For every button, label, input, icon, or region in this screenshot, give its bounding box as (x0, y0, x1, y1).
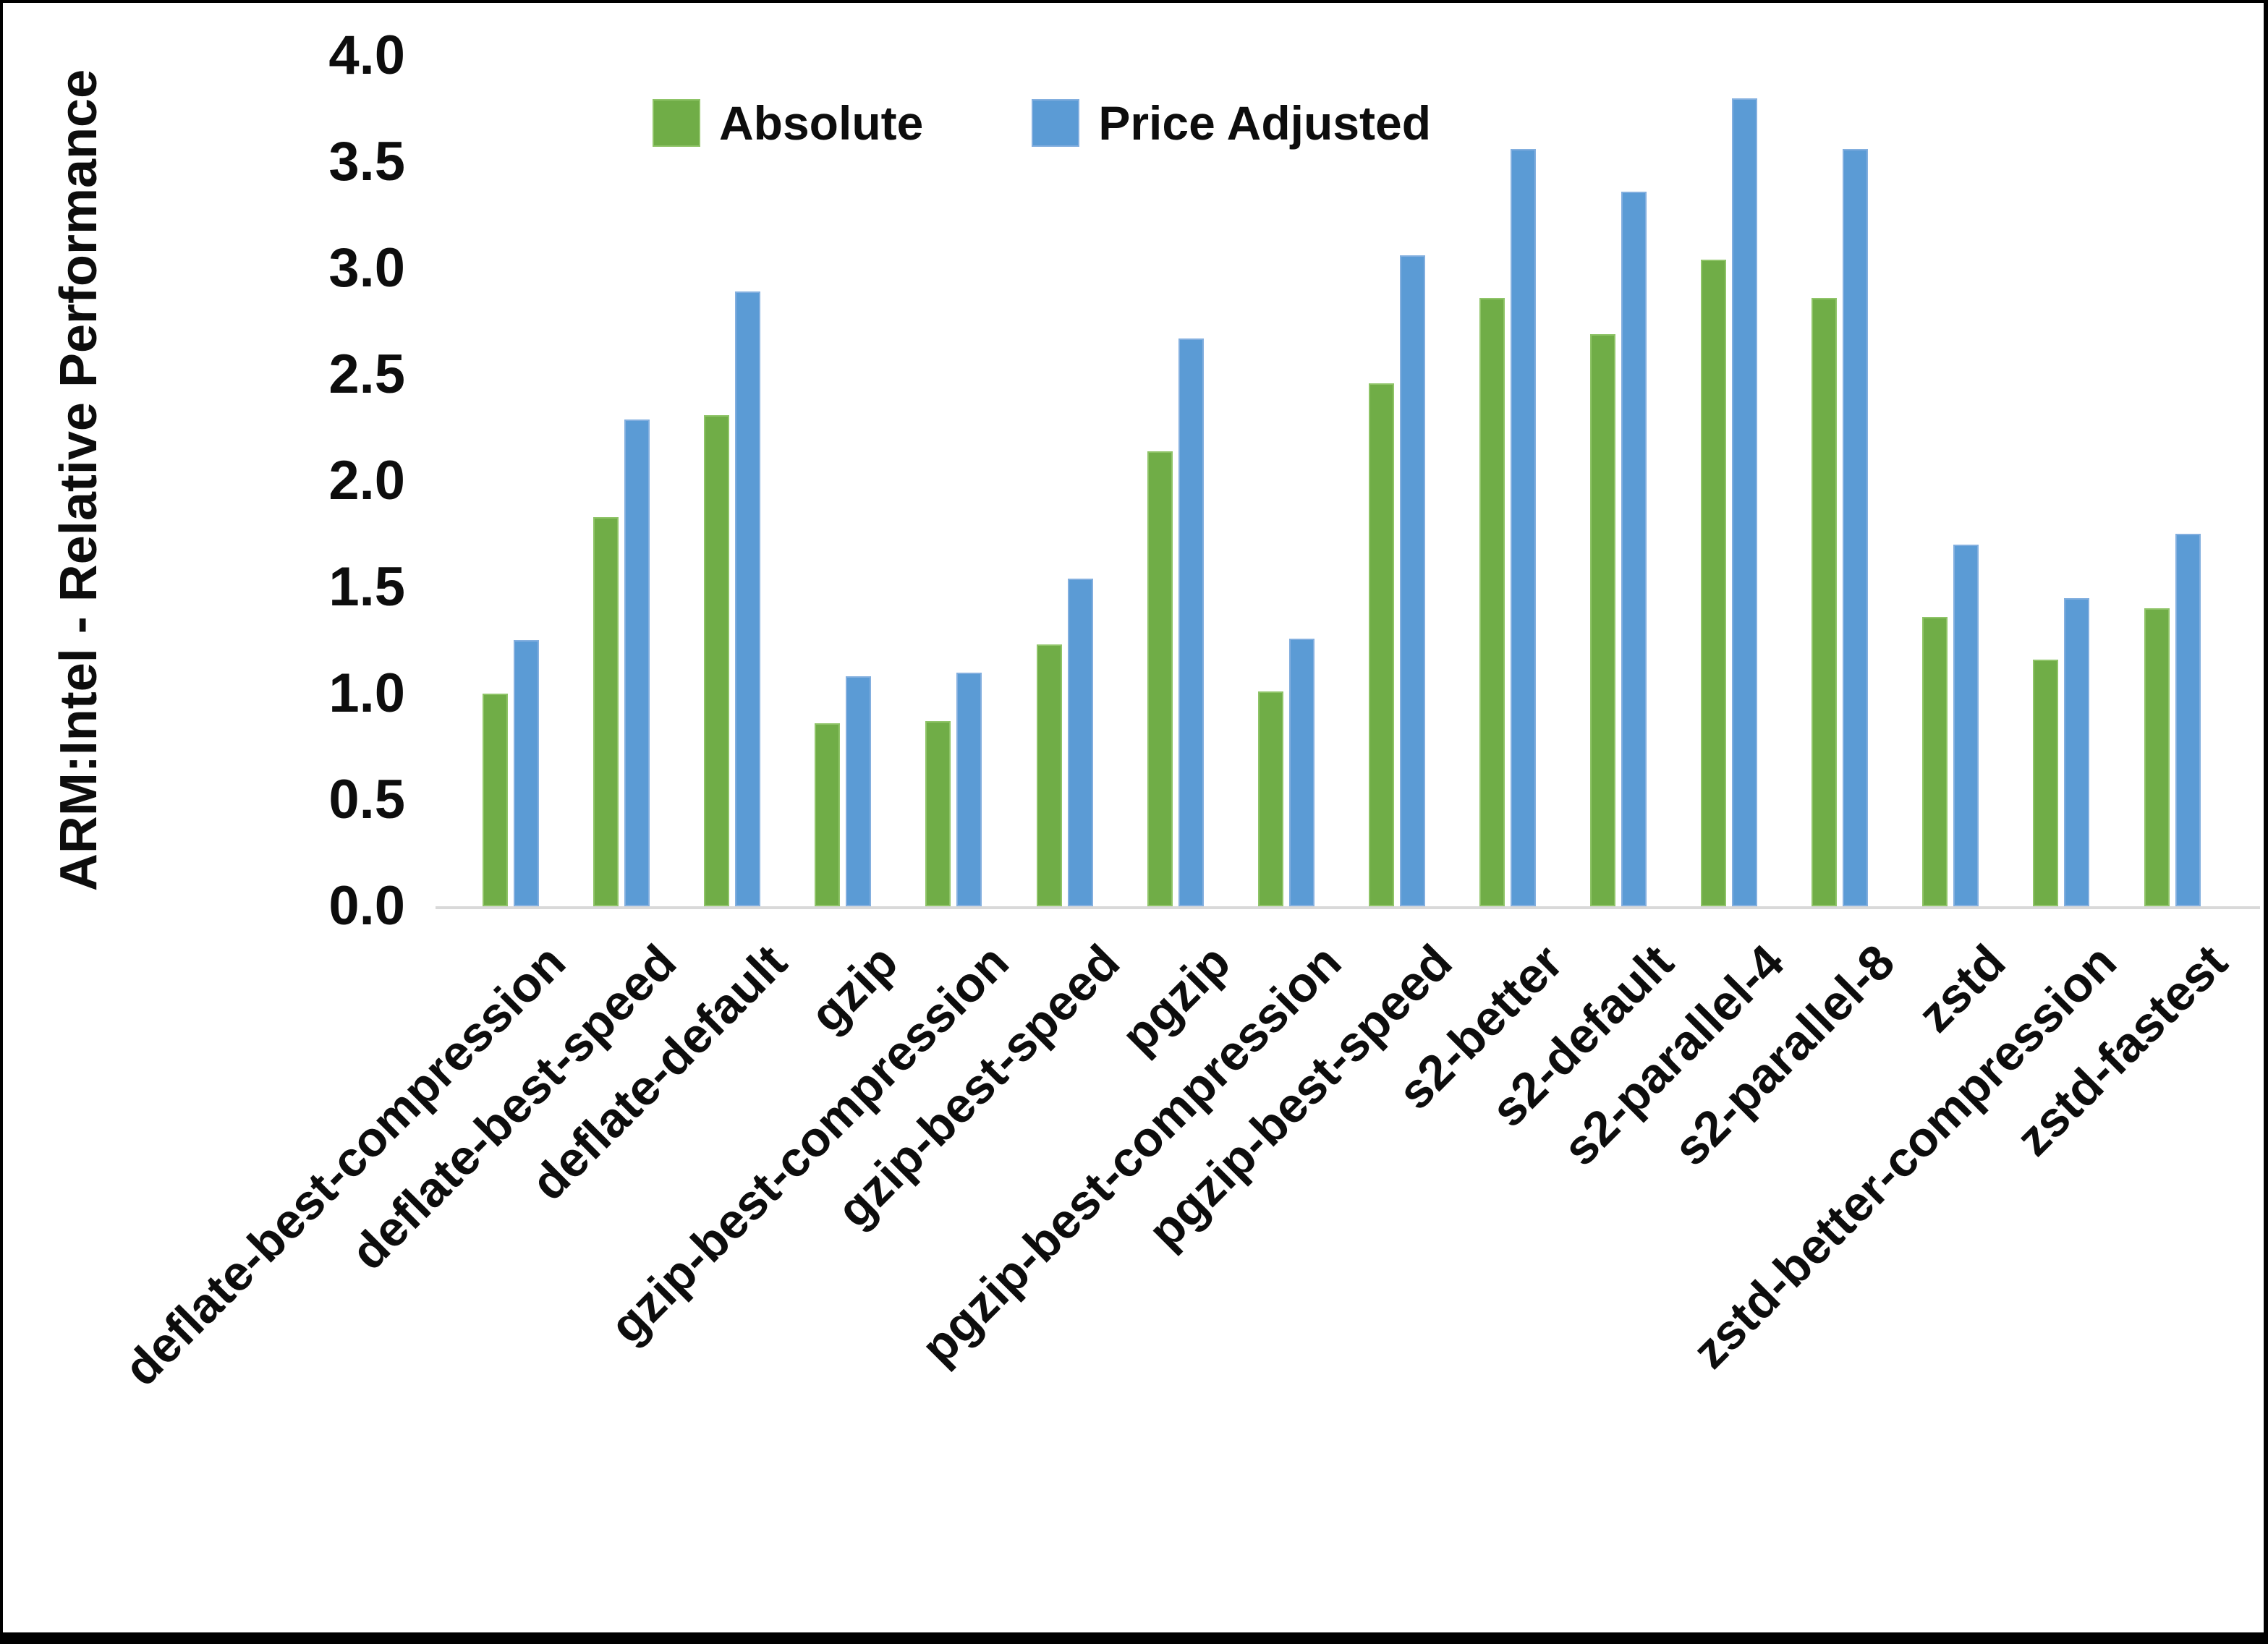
bar-price-adjusted-zstd (1953, 545, 1979, 906)
bar-absolute-s2-parallel-8 (1812, 298, 1838, 906)
bar-price-adjusted-gzip-best-speed (1067, 579, 1093, 906)
bar-price-adjusted-zstd-better-compression (2064, 598, 2090, 906)
bar-absolute-gzip-best-compression (925, 721, 951, 906)
legend-item-absolute: Absolute (653, 95, 923, 150)
legend-label-absolute: Absolute (719, 96, 924, 150)
bar-price-adjusted-s2-parallel-4 (1732, 98, 1758, 906)
y-tick-label-0.5: 0.5 (328, 769, 405, 830)
legend: Absolute Price Adjusted (653, 95, 1431, 150)
bar-absolute-deflate-best-compression (483, 694, 508, 906)
plot-area (456, 56, 2260, 906)
bar-absolute-gzip (815, 723, 841, 906)
bar-absolute-gzip-best-speed (1036, 644, 1062, 906)
y-tick-label-2.5: 2.5 (328, 344, 405, 405)
bar-price-adjusted-deflate-default (735, 291, 761, 906)
x-axis-line (436, 906, 2260, 909)
y-tick-label-2.0: 2.0 (328, 450, 405, 511)
bar-absolute-zstd (1922, 617, 1948, 906)
bar-price-adjusted-pgzip (1178, 338, 1204, 906)
y-tick-label-3.5: 3.5 (328, 131, 405, 192)
legend-label-price-adjusted: Price Adjusted (1098, 96, 1432, 150)
bar-price-adjusted-deflate-best-compression (514, 640, 539, 906)
bar-absolute-s2-default (1590, 334, 1615, 906)
y-tick-label-1.0: 1.0 (328, 663, 405, 724)
x-category-label-deflate-best-compression: deflate-best-compression (114, 934, 577, 1397)
bar-price-adjusted-pgzip-best-speed (1399, 255, 1425, 906)
bar-price-adjusted-s2-default (1621, 192, 1647, 906)
bar-price-adjusted-pgzip-best-compression (1288, 639, 1314, 906)
legend-swatch-price-adjusted (1032, 99, 1080, 147)
bar-price-adjusted-deflate-best-speed (624, 419, 650, 906)
bar-price-adjusted-zstd-fastest (2175, 534, 2201, 906)
y-tick-label-0.0: 0.0 (328, 875, 405, 937)
bar-absolute-pgzip-best-compression (1257, 691, 1283, 906)
bar-price-adjusted-gzip (846, 676, 872, 906)
bar-absolute-deflate-best-speed (593, 517, 619, 906)
bar-absolute-pgzip-best-speed (1368, 383, 1394, 906)
legend-swatch-absolute (653, 99, 700, 147)
bar-absolute-pgzip (1147, 451, 1173, 906)
y-tick-label-4.0: 4.0 (328, 25, 405, 86)
bar-absolute-deflate-default (704, 415, 730, 906)
bar-price-adjusted-gzip-best-compression (956, 673, 982, 906)
y-axis-title: ARM:Intel - Relative Performance (50, 69, 108, 892)
bar-absolute-s2-better (1479, 298, 1505, 906)
y-tick-label-1.5: 1.5 (328, 556, 405, 618)
bar-price-adjusted-s2-better (1510, 149, 1536, 906)
y-tick-label-3.0: 3.0 (328, 237, 405, 299)
legend-item-price-adjusted: Price Adjusted (1032, 95, 1431, 150)
chart-canvas: ARM:Intel - Relative Performance 0.0 0.5 1… (3, 3, 2264, 1632)
bar-price-adjusted-s2-parallel-8 (1843, 149, 1869, 906)
bar-absolute-zstd-fastest (2144, 608, 2170, 906)
bar-absolute-zstd-better-compression (2033, 660, 2059, 906)
bar-absolute-s2-parallel-4 (1701, 260, 1727, 906)
